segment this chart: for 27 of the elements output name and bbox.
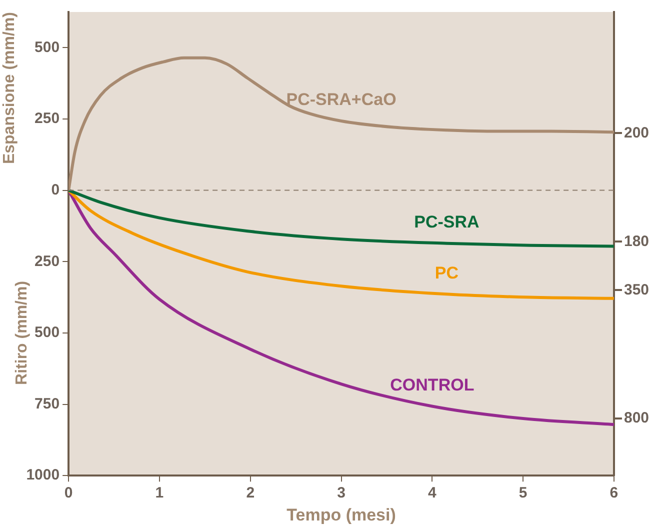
y-tick-label: 500	[34, 324, 60, 342]
x-tick-label: 5	[518, 484, 528, 502]
y-tick-label: 250	[34, 110, 60, 128]
series-label: PC	[434, 263, 459, 282]
series-label: PC-SRA+CaO	[286, 90, 396, 110]
y-tick-label: 750	[34, 395, 60, 412]
line-series	[68, 56, 614, 192]
y2-tick-label: 800	[624, 410, 650, 427]
y2-tick-label: 350	[624, 281, 650, 298]
y-tick-label: 1000	[26, 466, 60, 484]
series-label: PC-SRA	[414, 212, 480, 232]
y-tick-label: 0	[51, 181, 60, 198]
text: Ritiro (mm/m)	[13, 280, 30, 385]
y-tick-label: 250	[34, 252, 60, 270]
x-tick-label: 4	[428, 484, 437, 502]
x-tick-label: 0	[64, 484, 73, 502]
y-axis-title: Espansione (mm/m)	[1, 12, 18, 164]
x-axis-title: Tempo (mesi)	[286, 505, 396, 524]
x-tick-label: 1	[155, 484, 164, 502]
y-tick-label: 500	[34, 38, 60, 56]
line-series	[68, 188, 614, 248]
y2-tick-label: 180	[624, 232, 650, 250]
x-tick-label: 3	[337, 484, 346, 502]
y2-tick-label: 200	[624, 124, 650, 142]
x-tick-label: 6	[610, 484, 618, 502]
x-tick-label: 2	[246, 484, 255, 502]
series-label: CONTROL	[390, 375, 474, 394]
